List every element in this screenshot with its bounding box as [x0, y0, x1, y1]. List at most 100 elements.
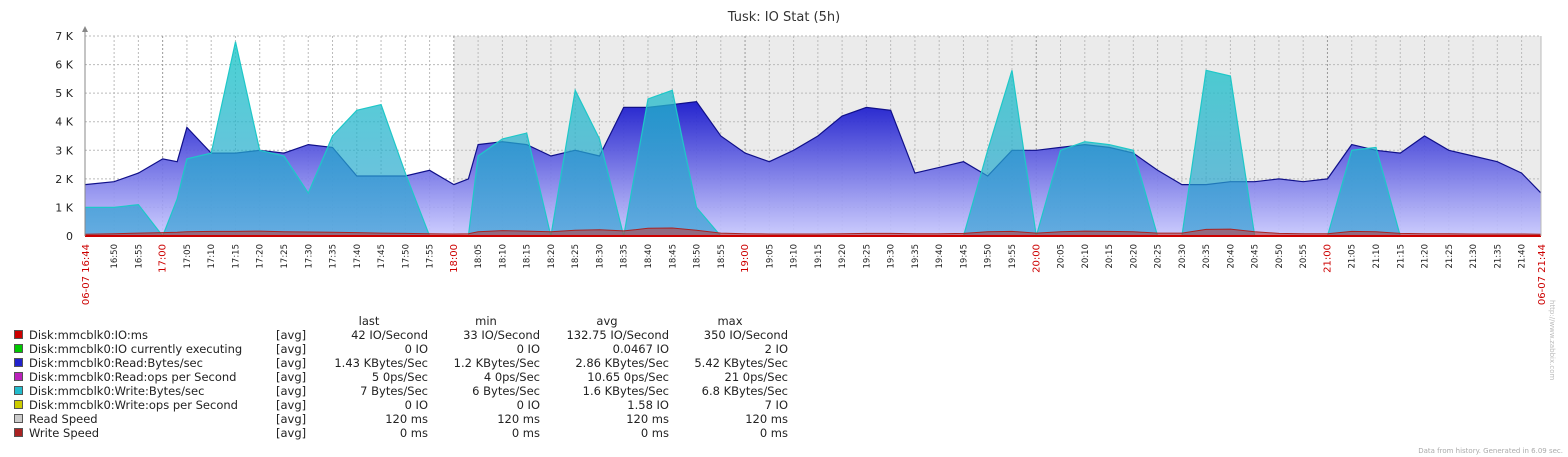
legend-item-last: 42 IO/Second — [351, 328, 428, 342]
x-tick-label: 20:40 — [1226, 244, 1236, 269]
x-tick-label: 17:40 — [353, 244, 363, 269]
legend-item-name: Disk:mmcblk0:Write:ops per Second — [29, 398, 238, 412]
legend-swatch — [14, 330, 23, 339]
legend-item-min: 0 IO — [516, 398, 540, 412]
legend-item-name: Disk:mmcblk0:Read:ops per Second — [29, 370, 237, 384]
x-tick-label: 17:45 — [377, 244, 387, 269]
series-io-ms-line — [84, 227, 1542, 235]
x-tick-label: 21:00 — [1322, 244, 1333, 273]
x-tick-label: 17:15 — [231, 244, 241, 269]
legend-item-name: Read Speed — [29, 412, 98, 426]
legend-item-func: [avg] — [276, 370, 307, 384]
x-tick-label: 17:55 — [426, 244, 436, 269]
io-stat-graph: 0 1 K 2 K 3 K 4 K 5 K 6 K 7 K 16:50 16:55 17:00 17:… — [55, 26, 1548, 305]
legend-row: Disk:mmcblk0:Read:Bytes/sec [avg] 1.43 K… — [0, 356, 800, 370]
x-tick-label: 18:20 — [547, 244, 557, 269]
legend-item-max: 21 0ps/Sec — [724, 370, 788, 384]
x-tick-label: 21:05 — [1348, 244, 1358, 269]
x-tick-label: 20:30 — [1178, 244, 1188, 269]
legend-item-last: 5 0ps/Sec — [371, 370, 428, 384]
x-tick-label: 20:05 — [1057, 244, 1067, 269]
legend-item-last: 0 IO — [404, 342, 428, 356]
legend-item-name: Disk:mmcblk0:IO:ms — [29, 328, 148, 342]
x-tick-label: 20:35 — [1202, 244, 1212, 269]
legend-row: Disk:mmcblk0:Write:Bytes/sec [avg] 7 Byt… — [0, 384, 800, 398]
x-tick-label: 18:15 — [523, 244, 533, 269]
legend-swatch — [14, 400, 23, 409]
legend-item-avg: 2.86 KBytes/Sec — [575, 356, 669, 370]
legend-item-avg: 120 ms — [626, 412, 669, 426]
legend-header: last min avg max — [0, 314, 800, 328]
x-tick-label: 17:25 — [280, 244, 290, 269]
x-tick-label: 18:00 — [449, 244, 460, 273]
legend-item-name: Disk:mmcblk0:IO currently executing — [29, 342, 243, 356]
x-tick-label: 21:20 — [1421, 244, 1431, 269]
y-tick-label: 3 K — [55, 144, 73, 157]
x-tick-label: 18:30 — [595, 244, 605, 269]
legend-item-max: 2 IO — [764, 342, 788, 356]
x-tick-label: 18:25 — [571, 244, 581, 269]
legend-row: Write Speed [avg] 0 ms 0 ms 0 ms 0 ms — [0, 426, 800, 440]
x-tick-label: 17:05 — [183, 244, 193, 269]
x-tick-label: 21:25 — [1445, 244, 1455, 269]
legend-header-min: min — [475, 314, 497, 328]
legend-swatch — [14, 344, 23, 353]
x-tick-label: 19:25 — [862, 244, 872, 269]
legend-item-func: [avg] — [276, 426, 307, 440]
y-tick-label: 2 K — [55, 173, 73, 186]
legend-row: Disk:mmcblk0:IO:ms [avg] 42 IO/Second 33… — [0, 328, 800, 342]
x-tick-label: 17:10 — [207, 244, 217, 269]
x-tick-label: 20:00 — [1031, 244, 1042, 273]
x-tick-label: 20:10 — [1081, 244, 1091, 269]
legend-swatch — [14, 372, 23, 381]
x-tick-label: 20:55 — [1299, 244, 1309, 269]
legend-swatch — [14, 428, 23, 437]
x-tick-label: 17:30 — [304, 244, 314, 269]
x-tick-label: 20:45 — [1251, 244, 1261, 269]
legend-header-last: last — [358, 314, 380, 328]
y-tick-label: 6 K — [55, 59, 73, 72]
legend-row: Disk:mmcblk0:IO currently executing [avg… — [0, 342, 800, 356]
x-tick-label: 19:45 — [959, 244, 969, 269]
series-read-bytes-line — [84, 101, 1542, 194]
x-tick-label: 19:10 — [790, 244, 800, 269]
legend-swatch — [14, 358, 23, 367]
legend-item-func: [avg] — [276, 384, 307, 398]
x-tick-label: 18:45 — [668, 244, 678, 269]
x-tick-label: 19:40 — [935, 244, 945, 269]
x-tick-label: 18:10 — [498, 244, 508, 269]
legend-item-avg: 1.58 IO — [627, 398, 669, 412]
legend-item-last: 1.43 KBytes/Sec — [334, 356, 428, 370]
legend-row: Read Speed [avg] 120 ms 120 ms 120 ms 12… — [0, 412, 800, 426]
legend-item-min: 1.2 KBytes/Sec — [453, 356, 540, 370]
y-tick-label: 4 K — [55, 116, 73, 129]
chart-title: Tusk: IO Stat (5h) — [727, 10, 841, 25]
legend-item-min: 6 Bytes/Sec — [472, 384, 540, 398]
legend-item-max: 7 IO — [764, 398, 788, 412]
x-range-label: 06-07 16:44 — [81, 244, 92, 305]
y-tick-label: 5 K — [55, 87, 73, 100]
legend-item-func: [avg] — [276, 398, 307, 412]
legend-header-avg: avg — [596, 314, 618, 328]
legend-item-func: [avg] — [276, 328, 307, 342]
legend-item-max: 120 ms — [745, 412, 788, 426]
x-tick-label: 18:40 — [644, 244, 654, 269]
x-tick-label: 17:20 — [256, 244, 266, 269]
x-tick-label: 17:50 — [401, 244, 411, 269]
legend-item-avg: 0.0467 IO — [612, 342, 669, 356]
x-tick-label: 16:50 — [110, 244, 120, 269]
y-tick-label: 1 K — [55, 201, 73, 214]
legend-item-max: 0 ms — [759, 426, 788, 440]
watermark: http://www.zabbix.com — [1548, 300, 1556, 381]
legend-item-min: 120 ms — [497, 412, 540, 426]
x-tick-label: 18:55 — [717, 244, 727, 269]
x-tick-label: 20:20 — [1129, 244, 1139, 269]
series-write-bytes-area — [85, 41, 1541, 237]
legend-item-func: [avg] — [276, 356, 307, 370]
legend-item-min: 0 IO — [516, 342, 540, 356]
legend-row: Disk:mmcblk0:Read:ops per Second [avg] 5… — [0, 370, 800, 384]
x-tick-label: 19:50 — [984, 244, 994, 269]
legend-swatch — [14, 386, 23, 395]
x-tick-label: 21:35 — [1493, 244, 1503, 269]
x-tick-label: 21:10 — [1372, 244, 1382, 269]
